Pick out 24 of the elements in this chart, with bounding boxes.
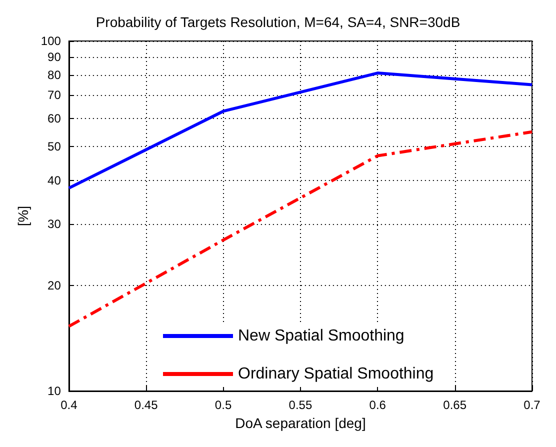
y-tick-label: 60	[48, 112, 62, 126]
line-series	[67, 130, 534, 328]
x-tick-label: 0.5	[214, 398, 232, 412]
y-tick-label: 100	[40, 34, 62, 48]
x-tick-label: 0.45	[134, 398, 158, 412]
y-tick-label: 10	[48, 384, 62, 398]
y-axis-title: [%]	[15, 206, 31, 226]
legend-label: Ordinary Spatial Smoothing	[238, 366, 434, 382]
x-tick-label: 0.6	[369, 398, 386, 412]
y-tick-label: 70	[48, 88, 62, 102]
x-axis-title: DoA separation [deg]	[235, 414, 366, 431]
y-tick-label: 20	[48, 278, 62, 293]
chart-title: Probability of Targets Resolution, M=64, SA=4, SNR=30dB	[96, 14, 460, 30]
y-tick-label: 30	[48, 217, 62, 232]
x-tick-label: 0.55	[288, 398, 312, 412]
y-tick-label: 80	[48, 68, 62, 82]
y-tick-label: 40	[48, 173, 62, 188]
y-tick-label: 50	[48, 139, 62, 154]
x-tick-label: 0.65	[443, 398, 467, 412]
y-tick-label: 90	[48, 50, 62, 64]
x-tick-label: 0.4	[60, 398, 78, 412]
line-series	[67, 72, 534, 190]
x-tick-label: 0.7	[524, 398, 541, 412]
legend-label: New Spatial Smoothing	[238, 328, 404, 344]
